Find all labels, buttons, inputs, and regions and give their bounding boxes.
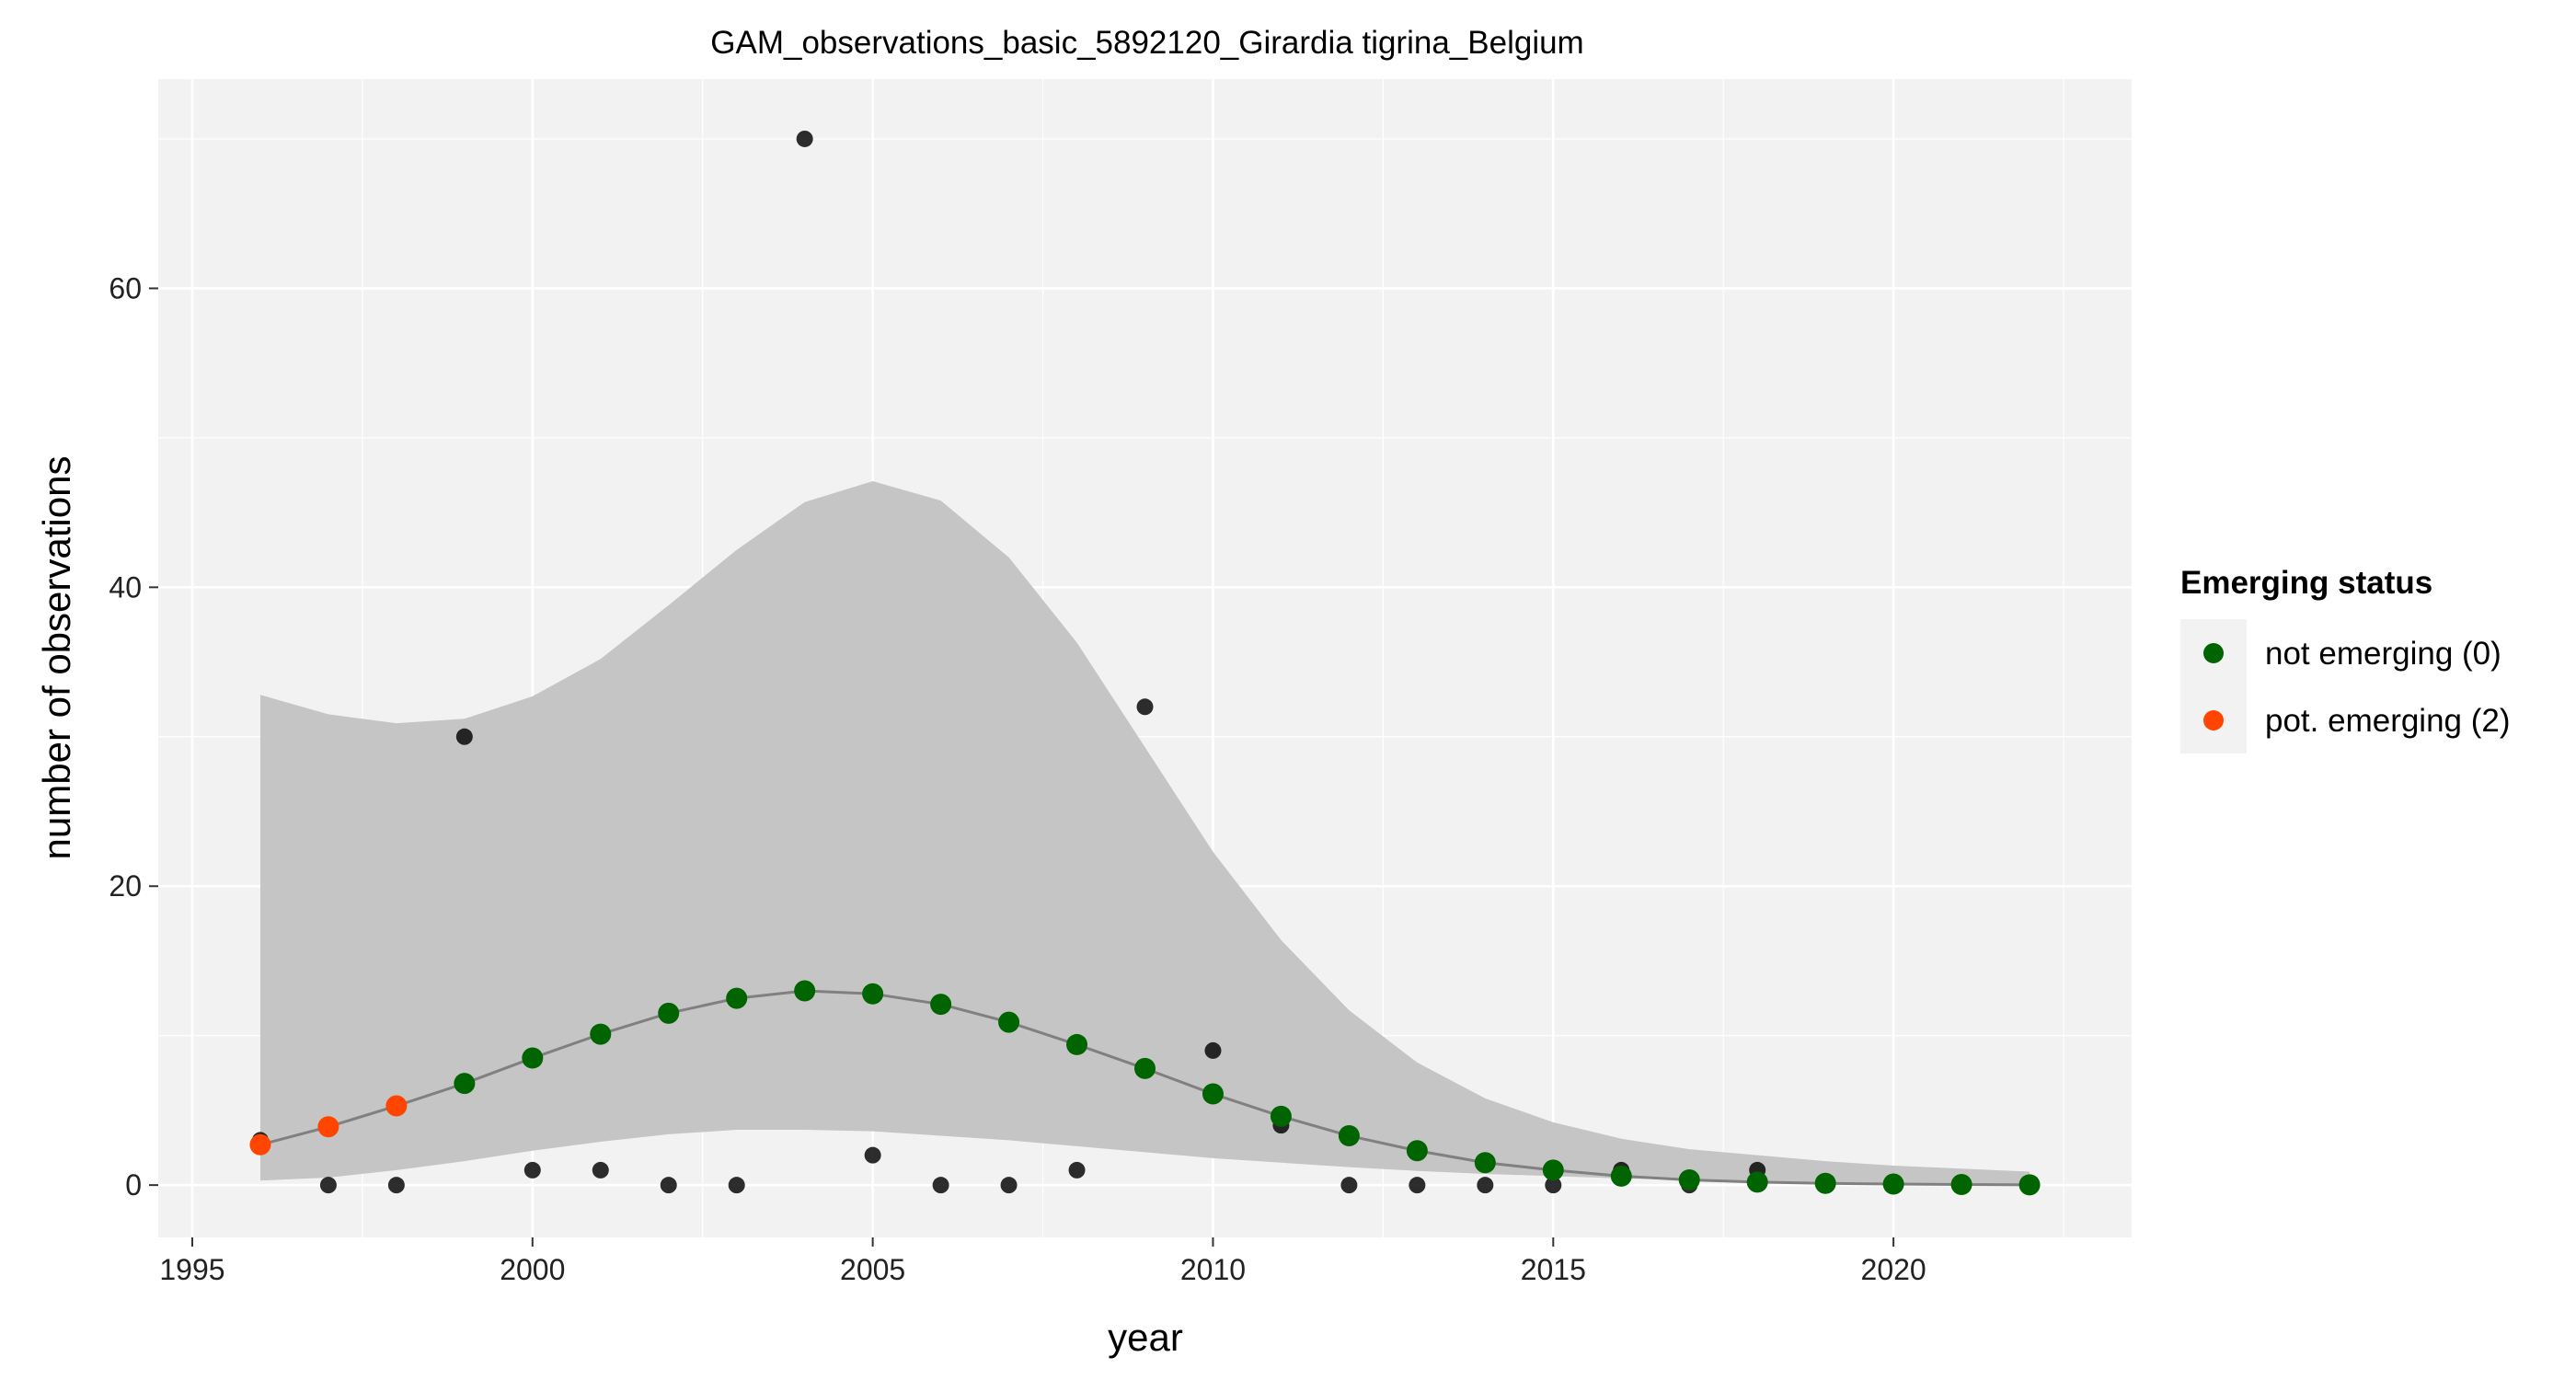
fitted-point [317,1116,339,1138]
observation-point [728,1177,745,1194]
y-tick-label: 40 [109,570,142,604]
x-tick-label: 2005 [840,1253,905,1286]
observation-point [932,1177,949,1194]
observation-point [1477,1177,1494,1194]
confidence-band-layer [259,480,2030,1185]
fitted-point [1746,1171,1768,1193]
y-tick-label: 20 [109,869,142,903]
observation-point [796,130,813,147]
observation-point [592,1161,609,1179]
x-tick-label: 2020 [1861,1253,1926,1286]
fitted-point [249,1133,271,1156]
fitted-point [1202,1083,1224,1105]
fitted-point [1882,1173,1904,1195]
fitted-point [2018,1174,2041,1196]
observation-point [455,728,473,745]
fitted-point [1678,1168,1700,1190]
observation-point [1204,1041,1222,1059]
fitted-point [1474,1152,1496,1174]
fitted-point [1406,1140,1428,1162]
observation-point [1545,1177,1562,1194]
observation-point [1136,698,1154,716]
fitted-point [590,1023,612,1045]
fitted-point [1134,1057,1156,1079]
x-axis-title: year [1108,1316,1183,1359]
observation-point [1409,1177,1426,1194]
legend-title: Emerging status [2180,565,2432,601]
fitted-point [1610,1165,1632,1187]
legend: Emerging status not emerging (0) pot. em… [2180,565,2511,753]
fitted-point [1270,1105,1292,1127]
fitted-point [862,983,884,1005]
observation-point [1068,1161,1086,1179]
x-tick-label: 2010 [1180,1253,1246,1286]
confidence-band [259,480,2030,1185]
axes: 1995 2000 2005 2010 2015 2020 0 20 40 60 [109,271,1926,1286]
fitted-point [1338,1125,1360,1147]
fitted-point [1542,1159,1564,1181]
x-tick-label: 1995 [159,1253,224,1286]
legend-key-not-emerging [2203,643,2224,663]
x-tick-label: 2015 [1521,1253,1586,1286]
observation-point [1340,1177,1358,1194]
fitted-point [794,980,816,1002]
fitted-point [930,994,952,1016]
y-tick-label: 0 [125,1168,142,1202]
x-tick-label: 2000 [500,1253,565,1286]
fitted-point [1950,1173,1972,1195]
fitted-point [1814,1172,1836,1194]
legend-label-not-emerging: not emerging (0) [2265,636,2501,672]
fitted-point [385,1095,408,1117]
fitted-point [998,1011,1020,1033]
y-axis-title: number of observations [35,456,78,860]
fitted-points-layer [249,980,2041,1196]
legend-label-pot-emerging: pot. emerging (2) [2265,703,2511,739]
fitted-point [658,1002,680,1024]
chart-title: GAM_observations_basic_5892120_Girardia … [710,25,1583,61]
legend-key-pot-emerging [2203,710,2224,730]
fitted-point [454,1073,476,1095]
observation-point [319,1177,337,1194]
fitted-point [1066,1033,1088,1055]
observation-point [1000,1177,1018,1194]
observation-point [864,1146,881,1164]
y-tick-label: 60 [109,271,142,305]
observation-point [387,1177,405,1194]
observation-point [660,1177,677,1194]
observation-point [523,1161,541,1179]
fitted-point [522,1047,544,1069]
fitted-point [726,987,748,1009]
legend-key-background [2180,619,2247,753]
